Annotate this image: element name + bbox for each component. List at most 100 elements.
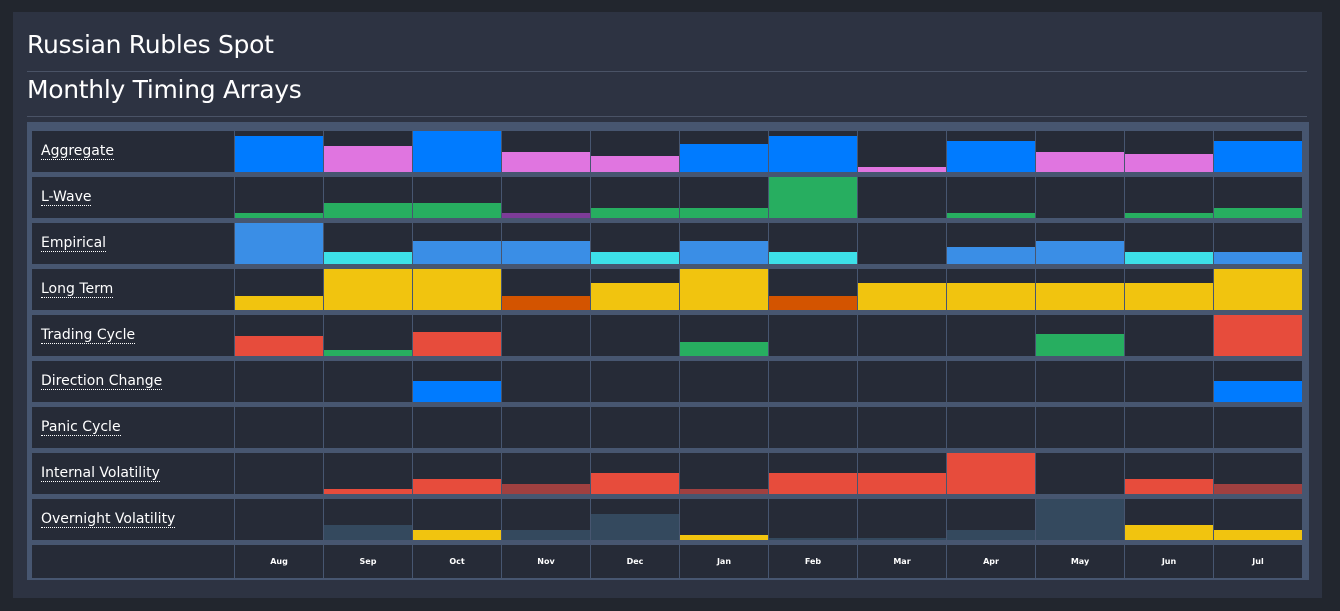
row-label: Internal Volatility bbox=[32, 453, 235, 494]
timing-bar bbox=[1036, 282, 1124, 310]
timing-cell bbox=[235, 407, 324, 448]
timing-cell bbox=[858, 177, 947, 218]
timing-cell bbox=[1036, 177, 1125, 218]
month-label: Feb bbox=[769, 545, 858, 578]
timing-cell bbox=[769, 131, 858, 172]
timing-cell bbox=[680, 453, 769, 494]
row-label-link[interactable]: Empirical bbox=[41, 235, 107, 252]
month-label: Nov bbox=[502, 545, 591, 578]
timing-cell bbox=[1214, 269, 1302, 310]
timing-cell bbox=[591, 269, 680, 310]
timing-bar bbox=[1125, 154, 1213, 172]
month-label: Jul bbox=[1252, 557, 1264, 566]
timing-bar bbox=[1214, 315, 1302, 356]
timing-cell bbox=[413, 315, 502, 356]
timing-bar bbox=[413, 529, 501, 540]
timing-cell bbox=[1214, 407, 1302, 448]
timing-cell bbox=[502, 499, 591, 540]
timing-cell bbox=[324, 453, 413, 494]
timing-cell bbox=[413, 453, 502, 494]
row-label-link[interactable]: Aggregate bbox=[41, 143, 114, 160]
timing-cell bbox=[680, 269, 769, 310]
timing-cell bbox=[1214, 177, 1302, 218]
timing-cell bbox=[1036, 453, 1125, 494]
timing-cell bbox=[1125, 177, 1214, 218]
timing-cell bbox=[413, 407, 502, 448]
timing-grid: Aggregate L-Wave Empirical Long Term Trading… bbox=[27, 122, 1309, 580]
timing-cell bbox=[1214, 131, 1302, 172]
timing-bar bbox=[324, 349, 412, 356]
row-label-link[interactable]: Trading Cycle bbox=[41, 327, 136, 344]
row-label-link[interactable]: Overnight Volatility bbox=[41, 511, 176, 528]
timing-bar bbox=[1036, 241, 1124, 264]
timing-row: Internal Volatility bbox=[32, 453, 1302, 494]
timing-cell bbox=[947, 131, 1036, 172]
timing-bar bbox=[502, 241, 590, 264]
timing-bar bbox=[591, 514, 679, 540]
timing-bar bbox=[235, 213, 323, 218]
timing-bar bbox=[858, 166, 946, 172]
timing-bar bbox=[235, 135, 323, 172]
timing-cell bbox=[235, 223, 324, 264]
timing-bar bbox=[1214, 381, 1302, 402]
timing-row: Trading Cycle bbox=[32, 315, 1302, 356]
timing-cell bbox=[502, 269, 591, 310]
timing-cell bbox=[858, 315, 947, 356]
timing-cell bbox=[591, 407, 680, 448]
axis-corner bbox=[32, 545, 235, 578]
section-title: Monthly Timing Arrays bbox=[27, 75, 302, 104]
timing-cell bbox=[502, 407, 591, 448]
timing-cell bbox=[680, 177, 769, 218]
timing-bar bbox=[591, 282, 679, 310]
timing-bar bbox=[1125, 524, 1213, 540]
timing-cell bbox=[680, 223, 769, 264]
timing-row: Overnight Volatility bbox=[32, 499, 1302, 540]
timing-bar bbox=[1036, 151, 1124, 172]
timing-row: Panic Cycle bbox=[32, 407, 1302, 448]
timing-bar bbox=[947, 141, 1035, 172]
timing-cell bbox=[769, 453, 858, 494]
timing-bar bbox=[235, 223, 323, 264]
timing-cell bbox=[769, 223, 858, 264]
timing-bar bbox=[1214, 483, 1302, 494]
timing-cell bbox=[324, 315, 413, 356]
row-label-link[interactable]: Long Term bbox=[41, 281, 114, 298]
timing-cell bbox=[858, 131, 947, 172]
timing-cell bbox=[1214, 361, 1302, 402]
row-label-link[interactable]: Direction Change bbox=[41, 373, 163, 390]
month-label: Dec bbox=[591, 545, 680, 578]
timing-cell bbox=[591, 315, 680, 356]
timing-bar bbox=[769, 473, 857, 494]
timing-cell bbox=[1125, 269, 1214, 310]
timing-cell bbox=[1036, 223, 1125, 264]
timing-cell bbox=[413, 131, 502, 172]
timing-cell bbox=[947, 223, 1036, 264]
timing-cell bbox=[858, 499, 947, 540]
timing-cell bbox=[858, 453, 947, 494]
timing-bar bbox=[324, 146, 412, 172]
timing-bar bbox=[947, 282, 1035, 310]
timing-panel: Russian Rubles Spot Monthly Timing Array… bbox=[13, 12, 1322, 598]
timing-cell bbox=[502, 223, 591, 264]
timing-bar bbox=[680, 144, 768, 172]
timing-cell bbox=[502, 453, 591, 494]
timing-cell bbox=[769, 177, 858, 218]
timing-cell bbox=[947, 315, 1036, 356]
month-label: Mar bbox=[858, 545, 947, 578]
timing-cell bbox=[1036, 407, 1125, 448]
timing-cell bbox=[1214, 315, 1302, 356]
timing-cell bbox=[858, 269, 947, 310]
timing-cell bbox=[680, 499, 769, 540]
row-label-link[interactable]: L-Wave bbox=[41, 189, 92, 206]
timing-bar bbox=[680, 489, 768, 494]
timing-bar bbox=[680, 535, 768, 540]
row-label-link[interactable]: Panic Cycle bbox=[41, 419, 121, 436]
timing-cell bbox=[680, 361, 769, 402]
timing-cell bbox=[502, 177, 591, 218]
timing-cell bbox=[947, 269, 1036, 310]
month-label: Apr bbox=[947, 545, 1036, 578]
row-label-link[interactable]: Internal Volatility bbox=[41, 465, 160, 482]
timing-bar bbox=[947, 213, 1035, 218]
timing-bar bbox=[502, 213, 590, 218]
timing-cell bbox=[235, 499, 324, 540]
